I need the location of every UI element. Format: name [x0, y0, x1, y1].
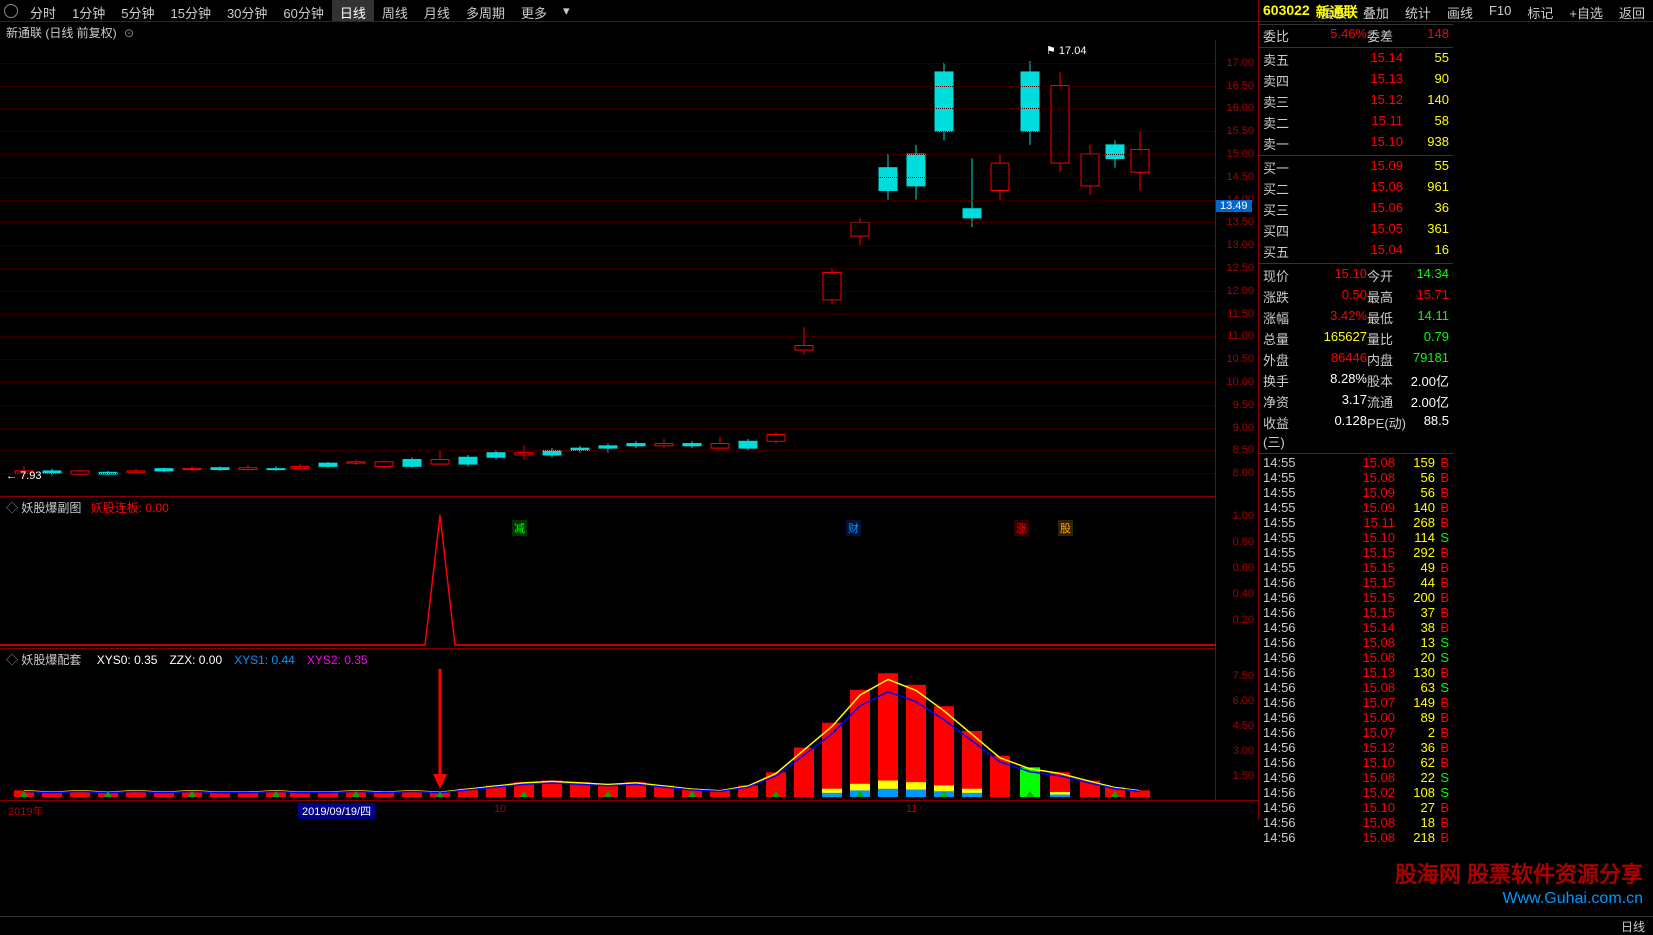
tick-row: 14:5615.1544B	[1259, 575, 1453, 590]
tick-row: 14:5615.1438B	[1259, 620, 1453, 635]
status-right: 日线	[1613, 917, 1653, 934]
toolbar-icon[interactable]	[4, 4, 18, 18]
tick-row: 14:5615.02108S	[1259, 785, 1453, 800]
timeframe-tabs: 分时1分钟5分钟15分钟30分钟60分钟日线周线月线多周期更多	[22, 0, 555, 21]
tick-row: 14:5615.07149B	[1259, 695, 1453, 710]
stat-row: 外盘86446内盘79181	[1259, 349, 1453, 370]
timeframe-tab[interactable]: 更多	[513, 0, 555, 21]
level-row: 买二15.08961	[1259, 178, 1453, 199]
tick-row: 14:5615.1062B	[1259, 755, 1453, 770]
main-chart[interactable]: ⚑ 17.04 ← 7.93 减财涨股	[0, 40, 1216, 496]
timeframe-tab[interactable]: 日线	[332, 0, 374, 21]
timeframe-tab[interactable]: 60分钟	[275, 0, 331, 21]
time-label: 2019年	[8, 803, 43, 819]
timeframe-tab[interactable]: 周线	[374, 0, 416, 21]
time-label: 11	[906, 803, 917, 815]
stock-code: 603022	[1263, 2, 1310, 22]
sub-indicator-2[interactable]: ◇ 妖股爆配套 XYS0: 0.35ZZX: 0.00XYS1: 0.44XYS…	[0, 648, 1216, 800]
price-yaxis: 17.0016.5016.0015.5015.0014.5014.0013.50…	[1216, 40, 1258, 496]
tick-row: 14:5515.09140B	[1259, 500, 1453, 515]
tick-row: 14:5515.11268B	[1259, 515, 1453, 530]
stat-row: 净资3.17流通2.00亿	[1259, 391, 1453, 412]
sub1-yaxis: 1.000.800.600.400.20	[1216, 496, 1258, 648]
tick-row: 14:5615.13130B	[1259, 665, 1453, 680]
tick-row: 14:5515.08159B	[1259, 455, 1453, 470]
more-dropdown[interactable]: ▾	[555, 0, 578, 21]
level-row: 卖一15.10938	[1259, 133, 1453, 154]
watermark: 股海网 股票软件资源分享 Www.Guhai.com.cn	[1395, 861, 1643, 910]
tick-row: 14:5515.10114S	[1259, 530, 1453, 545]
tick-row: 14:5615.0820S	[1259, 650, 1453, 665]
ask-levels: 卖五15.1455卖四15.1390卖三15.12140卖二15.1158卖一1…	[1259, 49, 1453, 154]
sub2-yaxis: 7.506.004.503.001.50	[1216, 648, 1258, 800]
stat-row: 现价15.10今开14.34	[1259, 265, 1453, 286]
bid-levels: 买一15.0955买二15.08961买三15.0636买四15.05361买五…	[1259, 157, 1453, 262]
time-label: 2019/09/19/四	[298, 803, 375, 819]
time-label: 10	[494, 803, 506, 815]
sub1-chart	[0, 497, 1216, 649]
tick-row: 14:5515.15292B	[1259, 545, 1453, 560]
toolbar-item[interactable]: 标记	[1519, 0, 1561, 21]
tick-row: 14:5615.1236B	[1259, 740, 1453, 755]
level-row: 卖三15.12140	[1259, 91, 1453, 112]
tick-list: 14:5515.08159B14:5515.0856B14:5515.0956B…	[1259, 455, 1453, 845]
stock-header[interactable]: 603022 新通联	[1259, 0, 1453, 25]
status-bar: 日线	[0, 916, 1653, 934]
current-price-tag: 13.49	[1216, 200, 1252, 212]
weibi-row: 委比 5.46% 委差 148	[1259, 25, 1453, 46]
stat-row: 涨幅3.42%最低14.11	[1259, 307, 1453, 328]
dropdown-icon[interactable]: ⊙	[124, 26, 134, 40]
level-row: 卖四15.1390	[1259, 70, 1453, 91]
stat-row: 换手8.28%股本2.00亿	[1259, 370, 1453, 391]
toolbar-item[interactable]: 返回	[1611, 0, 1653, 21]
level-row: 买一15.0955	[1259, 157, 1453, 178]
quote-stats: 现价15.10今开14.34涨跌0.50最高15.71涨幅3.42%最低14.1…	[1259, 265, 1453, 452]
timeframe-tab[interactable]: 月线	[416, 0, 458, 21]
level-row: 买三15.0636	[1259, 199, 1453, 220]
sub2-title: ◇ 妖股爆配套 XYS0: 0.35ZZX: 0.00XYS1: 0.44XYS…	[6, 651, 368, 668]
level-row: 卖五15.1455	[1259, 49, 1453, 70]
stock-name: 新通联	[1316, 2, 1358, 22]
level-row: 买五15.0416	[1259, 241, 1453, 262]
tick-row: 14:5615.1027B	[1259, 800, 1453, 815]
quote-panel: 603022 新通联 委比 5.46% 委差 148 卖五15.1455卖四15…	[1258, 0, 1453, 820]
tick-row: 14:5615.08218B	[1259, 830, 1453, 845]
level-row: 卖二15.1158	[1259, 112, 1453, 133]
level-row: 买四15.05361	[1259, 220, 1453, 241]
tick-row: 14:5615.15200B	[1259, 590, 1453, 605]
timeframe-tab[interactable]: 15分钟	[162, 0, 218, 21]
time-axis: 2019年 2019/09/19/四 10 11	[0, 800, 1258, 820]
timeframe-tab[interactable]: 分时	[22, 0, 64, 21]
tick-row: 14:5615.0863S	[1259, 680, 1453, 695]
tick-row: 14:5615.072B	[1259, 725, 1453, 740]
tick-row: 14:5615.0822S	[1259, 770, 1453, 785]
tick-row: 14:5615.0089B	[1259, 710, 1453, 725]
stat-row: 收益(三)0.128PE(动)88.5	[1259, 412, 1453, 452]
sub-indicator-1[interactable]: ◇ 妖股爆副图 妖股连板: 0.00	[0, 496, 1216, 648]
high-flag: ⚑ 17.04	[1046, 44, 1086, 57]
toolbar-item[interactable]: F10	[1481, 0, 1519, 21]
chart-subtitle: 新通联 (日线 前复权) ⊙	[6, 24, 134, 41]
sub1-title: ◇ 妖股爆副图 妖股连板: 0.00	[6, 499, 169, 516]
toolbar-item[interactable]: +自选	[1561, 0, 1611, 21]
tick-row: 14:5515.0956B	[1259, 485, 1453, 500]
stat-row: 涨跌0.50最高15.71	[1259, 286, 1453, 307]
tick-row: 14:5615.1537B	[1259, 605, 1453, 620]
timeframe-tab[interactable]: 1分钟	[64, 0, 113, 21]
tick-row: 14:5515.0856B	[1259, 470, 1453, 485]
stat-row: 总量165627量比0.79	[1259, 328, 1453, 349]
low-flag: ← 7.93	[6, 470, 41, 482]
timeframe-tab[interactable]: 5分钟	[113, 0, 162, 21]
tick-row: 14:5515.1549B	[1259, 560, 1453, 575]
timeframe-tab[interactable]: 多周期	[458, 0, 513, 21]
timeframe-tab[interactable]: 30分钟	[219, 0, 275, 21]
tick-row: 14:5615.0818B	[1259, 815, 1453, 830]
tick-row: 14:5615.0813S	[1259, 635, 1453, 650]
sub2-chart	[0, 649, 1216, 801]
